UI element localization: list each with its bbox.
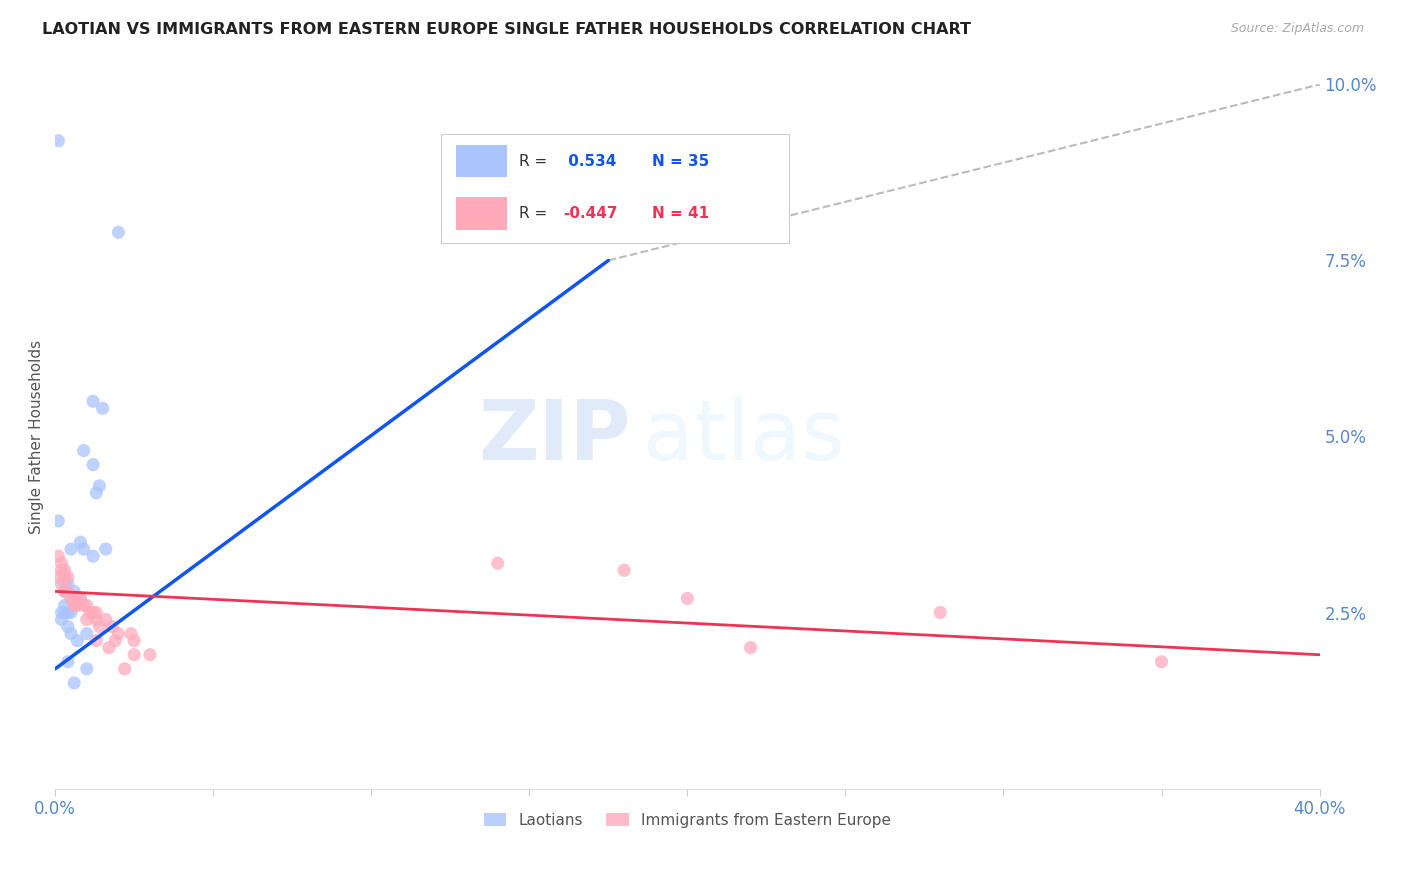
Point <box>46 514 69 528</box>
Point <box>53 584 76 599</box>
Point <box>613 563 636 577</box>
Point <box>72 599 94 613</box>
Point <box>107 225 129 239</box>
Point <box>63 599 86 613</box>
Point <box>94 542 117 557</box>
Text: ZIP: ZIP <box>478 396 630 477</box>
Point <box>740 640 762 655</box>
Point <box>56 619 79 633</box>
Point <box>56 606 79 620</box>
Point <box>94 613 117 627</box>
Point <box>929 606 952 620</box>
Point <box>53 577 76 591</box>
Point <box>51 556 73 570</box>
Point <box>76 613 98 627</box>
Point <box>51 613 73 627</box>
Point <box>101 619 124 633</box>
Point <box>84 485 107 500</box>
Point <box>82 458 104 472</box>
Point <box>59 591 82 606</box>
Point <box>82 549 104 564</box>
Point <box>63 591 86 606</box>
Point <box>63 599 86 613</box>
Point <box>56 655 79 669</box>
Point <box>97 640 120 655</box>
Point <box>66 599 89 613</box>
Point <box>91 401 114 416</box>
Point <box>114 662 136 676</box>
Point <box>66 591 89 606</box>
Point <box>82 394 104 409</box>
Point <box>46 570 69 584</box>
Text: N = 35: N = 35 <box>652 153 709 169</box>
Text: -0.447: -0.447 <box>564 206 619 221</box>
Point <box>51 606 73 620</box>
Point <box>122 648 145 662</box>
Point <box>79 606 101 620</box>
Point <box>66 591 89 606</box>
Text: R =: R = <box>519 206 547 221</box>
Point <box>486 556 509 570</box>
Point <box>56 570 79 584</box>
Point <box>104 633 127 648</box>
Point <box>46 549 69 564</box>
Point <box>84 633 107 648</box>
Point <box>59 626 82 640</box>
Point <box>120 626 142 640</box>
Point <box>53 584 76 599</box>
Point <box>676 591 699 606</box>
Point <box>89 619 111 633</box>
Point <box>89 479 111 493</box>
Y-axis label: Single Father Households: Single Father Households <box>30 340 44 533</box>
Point <box>72 542 94 557</box>
Point <box>69 535 91 549</box>
Text: LAOTIAN VS IMMIGRANTS FROM EASTERN EUROPE SINGLE FATHER HOUSEHOLDS CORRELATION C: LAOTIAN VS IMMIGRANTS FROM EASTERN EUROP… <box>42 22 972 37</box>
Point <box>84 606 107 620</box>
Point <box>69 591 91 606</box>
Point <box>69 591 91 606</box>
Text: 0.534: 0.534 <box>564 153 617 169</box>
Point <box>53 570 76 584</box>
Point <box>72 443 94 458</box>
Point <box>84 613 107 627</box>
Point <box>51 577 73 591</box>
Text: N = 41: N = 41 <box>652 206 709 221</box>
Point <box>66 633 89 648</box>
Point <box>53 563 76 577</box>
Point <box>53 606 76 620</box>
Point <box>76 662 98 676</box>
Point <box>76 599 98 613</box>
FancyBboxPatch shape <box>456 197 506 230</box>
Text: atlas: atlas <box>643 396 845 477</box>
Point <box>63 584 86 599</box>
Point <box>56 584 79 599</box>
Point <box>59 591 82 606</box>
Point <box>56 577 79 591</box>
Point <box>139 648 162 662</box>
Legend: Laotians, Immigrants from Eastern Europe: Laotians, Immigrants from Eastern Europe <box>478 806 897 834</box>
Point <box>122 633 145 648</box>
FancyBboxPatch shape <box>456 145 506 178</box>
Point <box>51 563 73 577</box>
Text: Source: ZipAtlas.com: Source: ZipAtlas.com <box>1230 22 1364 36</box>
Point <box>53 599 76 613</box>
Point <box>63 676 86 690</box>
Point <box>59 606 82 620</box>
Point <box>46 134 69 148</box>
Point <box>1150 655 1173 669</box>
FancyBboxPatch shape <box>441 134 789 243</box>
Point <box>76 626 98 640</box>
Point <box>82 606 104 620</box>
Point <box>107 626 129 640</box>
Text: R =: R = <box>519 153 547 169</box>
Point <box>59 542 82 557</box>
